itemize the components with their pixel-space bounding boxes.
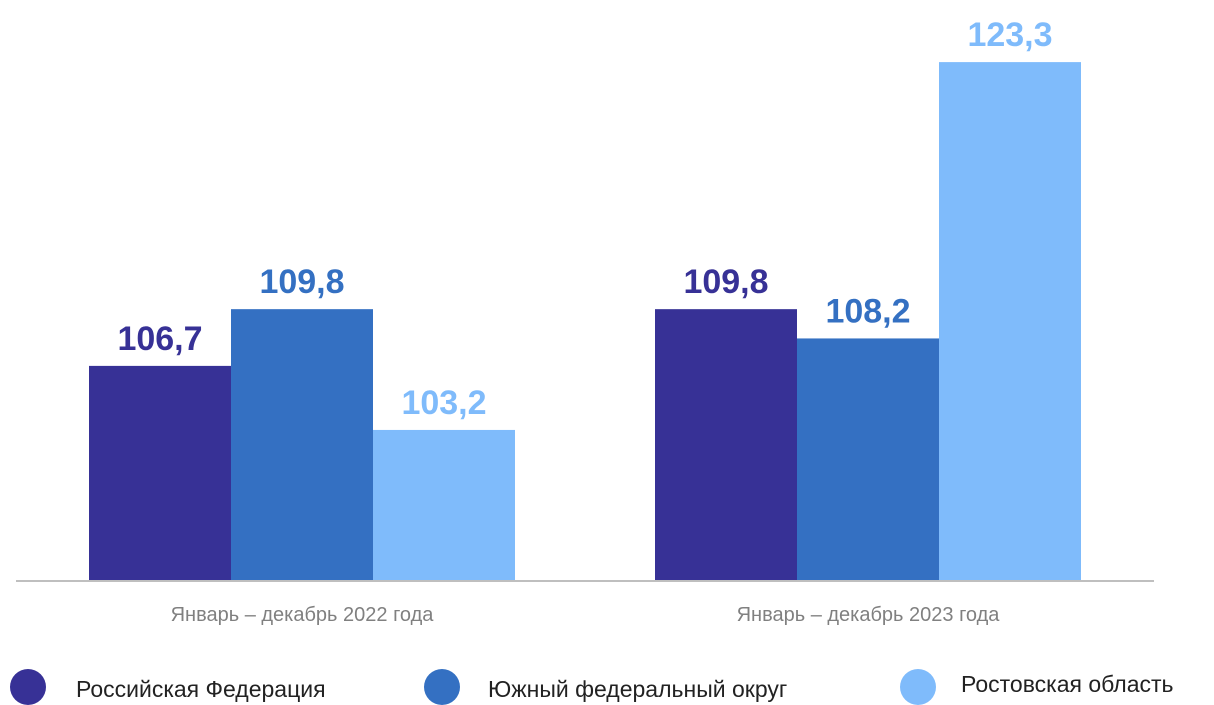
bar-southern-district-1 (231, 309, 373, 580)
legend-marker-southern-district (424, 669, 460, 705)
category-label-2: Январь – декабрь 2023 года (737, 604, 1001, 626)
legend-label: Российская Федерация (76, 676, 326, 702)
category-label-1: Январь – декабрь 2022 года (171, 604, 435, 626)
value-label-rostov-region-1: 103,2 (401, 384, 486, 422)
value-label-southern-district-1: 109,8 (259, 263, 344, 301)
value-label-russian-federation-2: 109,8 (683, 263, 768, 301)
value-labels-group: 106,7 109,8 103,2 109,8 108,2 123,3 (117, 16, 1052, 422)
bar-russian-federation-2 (655, 309, 797, 580)
legend-marker-russian-federation (10, 669, 46, 705)
bars-group (89, 62, 1081, 581)
bar-rostov-region-1 (373, 429, 515, 580)
bar-rostov-region-2 (939, 62, 1081, 581)
legend-marker-rostov-region (900, 669, 936, 705)
bar-chart: 106,7 109,8 103,2 109,8 108,2 123,3 Январь – … (16, 16, 1154, 626)
value-label-southern-district-2: 108,2 (825, 292, 910, 330)
value-label-russian-federation-1: 106,7 (117, 320, 202, 358)
bar-russian-federation-1 (89, 365, 231, 580)
legend-label: Южный федеральный округ (488, 676, 788, 702)
bar-southern-district-2 (797, 338, 939, 580)
value-label-rostov-region-2: 123,3 (967, 16, 1052, 54)
legend-label: Ростовская область (961, 671, 1174, 697)
legend: Российская Федерация Южный федеральный о… (0, 667, 1214, 705)
category-labels-group: Январь – декабрь 2022 года Январь – декаб… (171, 604, 1001, 626)
